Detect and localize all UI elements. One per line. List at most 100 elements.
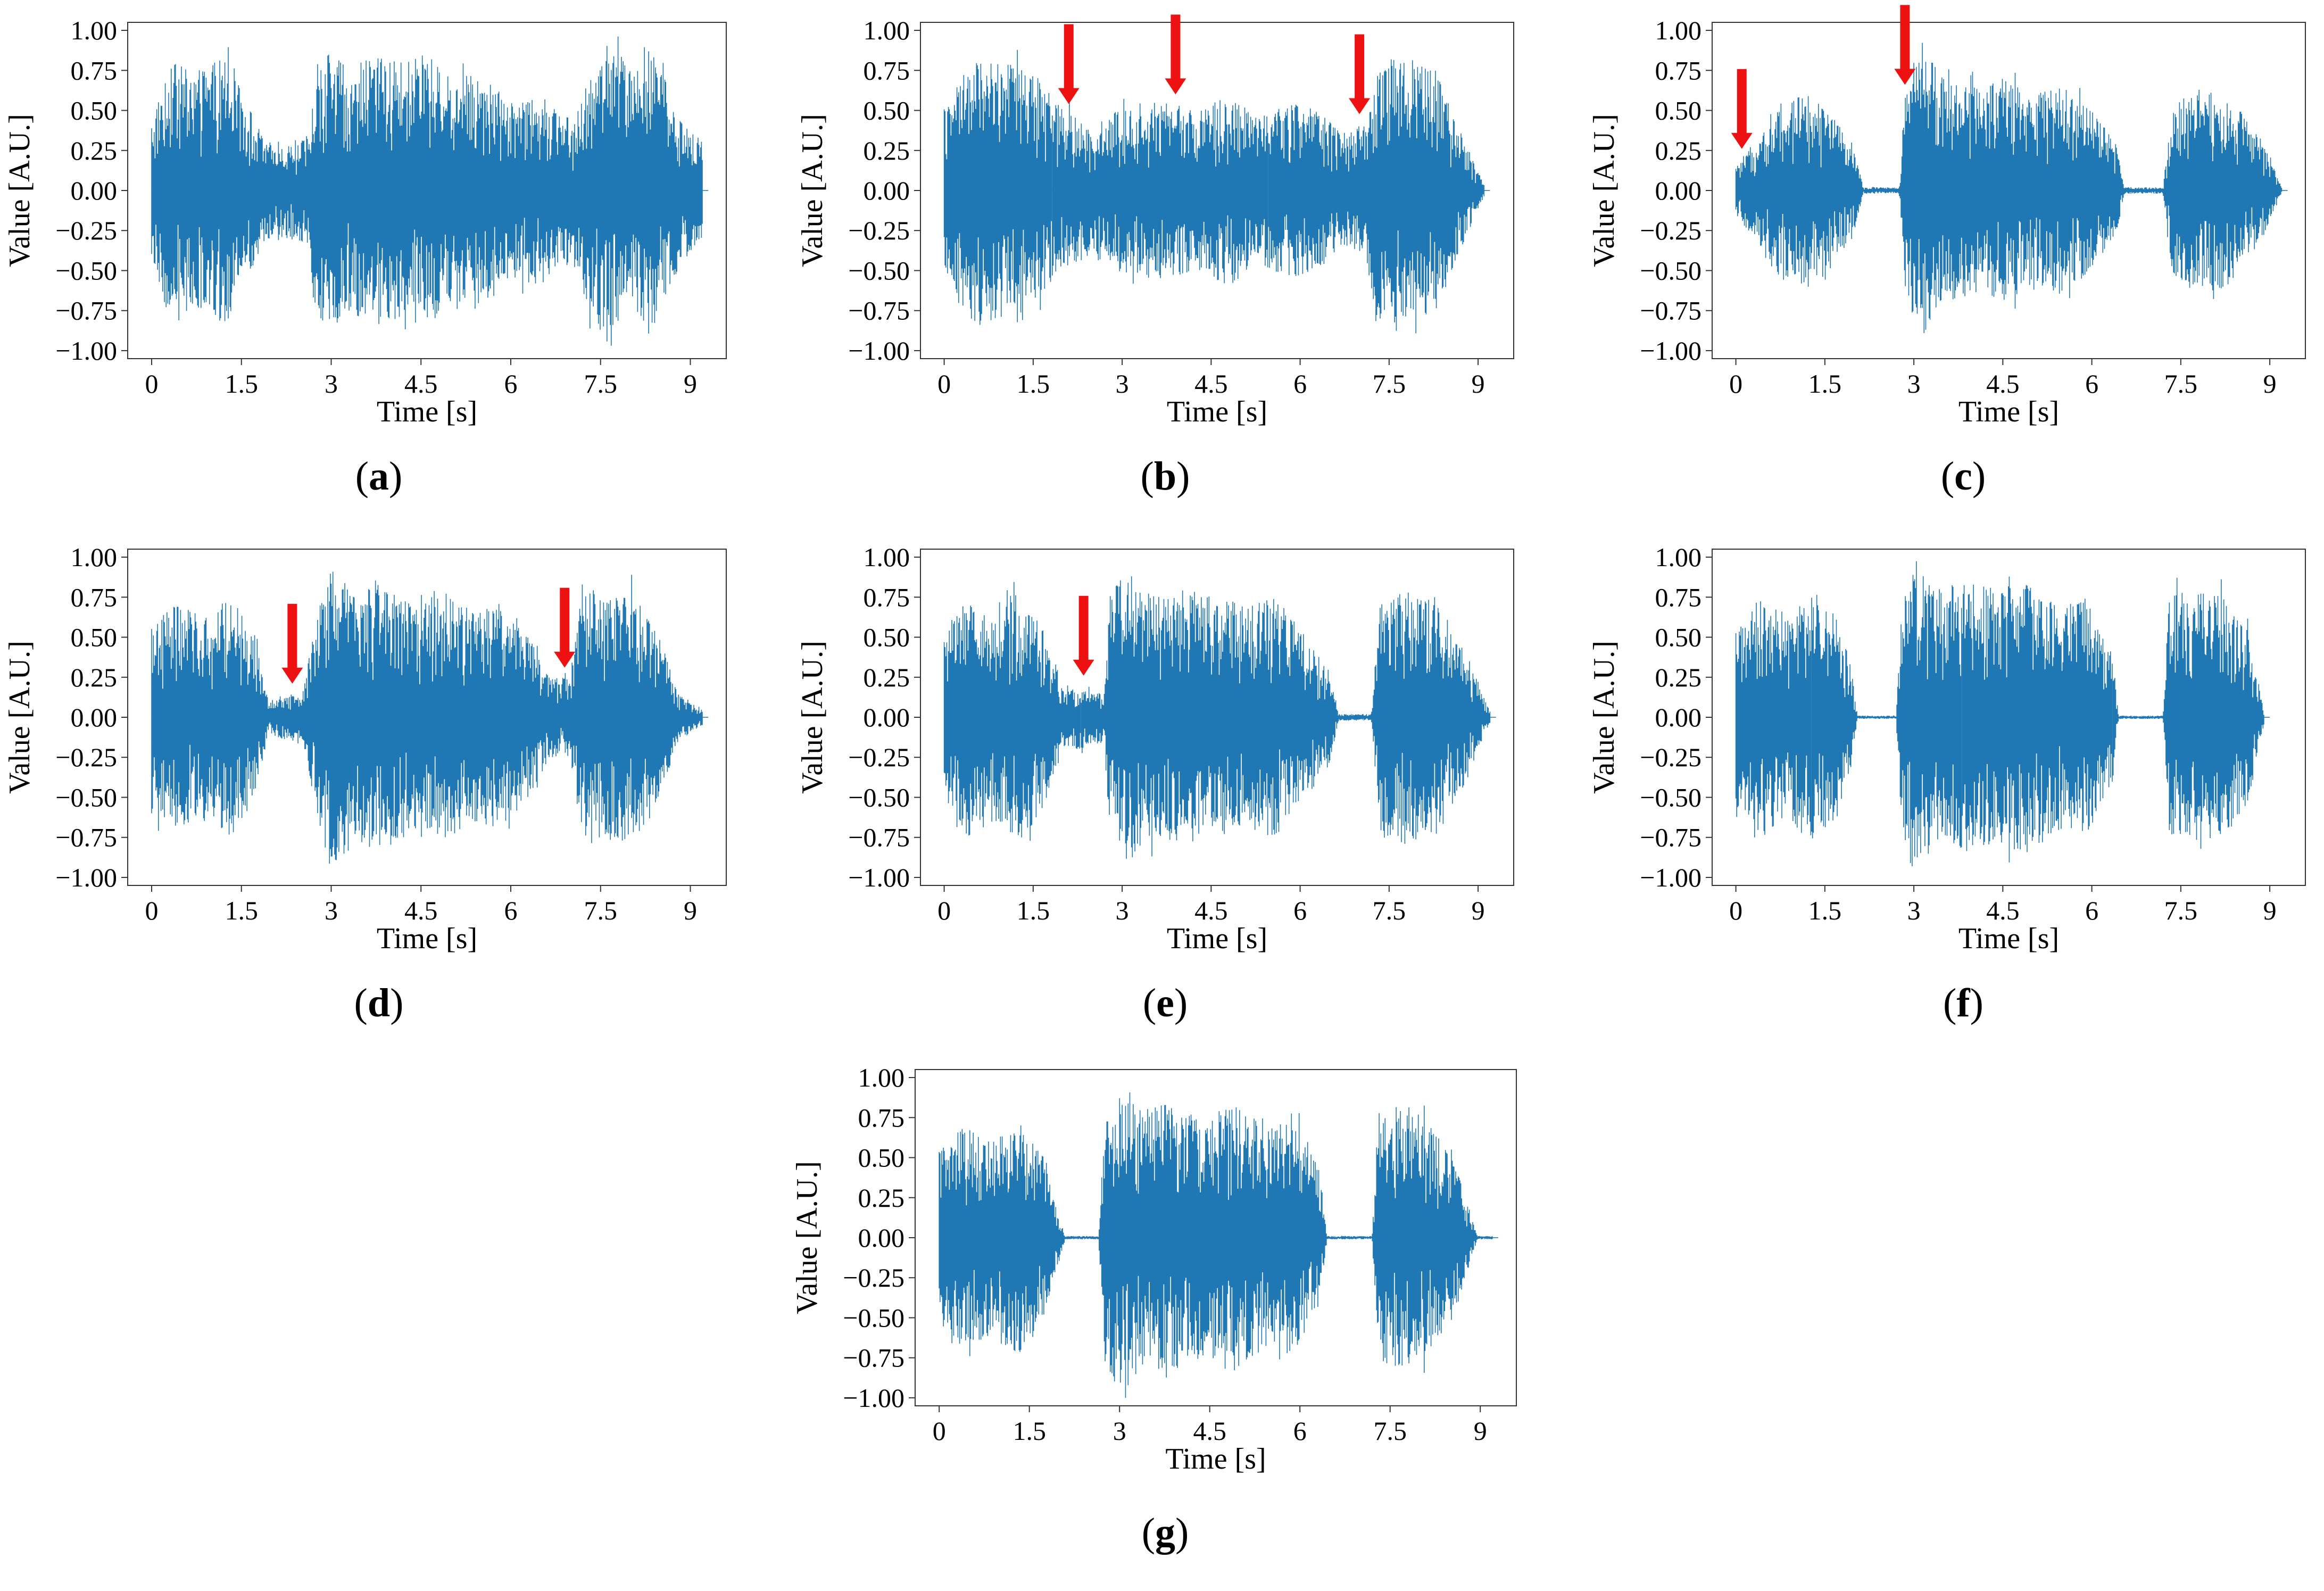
y-tick-label: 0.00 [1655, 702, 1702, 732]
x-tick-label: 9 [1472, 896, 1485, 925]
x-axis-label: Time [s] [377, 395, 477, 428]
x-tick-label: 0 [937, 369, 951, 399]
y-tick-label: 0.00 [864, 176, 910, 205]
x-tick-label: 1.5 [1012, 1416, 1046, 1446]
x-tick-label: 3 [1113, 1416, 1126, 1446]
y-tick-label: −0.50 [55, 782, 117, 812]
panel-caption: (c) [1941, 454, 1986, 499]
x-tick-label: 6 [1293, 369, 1307, 399]
y-tick-label: −1.00 [55, 336, 117, 366]
x-tick-label: 7.5 [1373, 1416, 1407, 1446]
annotation-arrow [1058, 24, 1080, 104]
x-tick-label: 7.5 [1373, 896, 1406, 925]
x-tick-label: 9 [1474, 1416, 1487, 1446]
x-tick-label: 7.5 [2164, 896, 2198, 925]
x-axis-label: Time [s] [1165, 1443, 1266, 1476]
x-tick-label: 9 [1472, 369, 1485, 399]
waveform-series [943, 576, 1496, 859]
x-axis-label: Time [s] [377, 922, 477, 955]
y-tick-label: 0.50 [1655, 623, 1702, 652]
y-tick-label: 0.75 [864, 582, 910, 612]
y-tick-label: 0.75 [1655, 582, 1702, 612]
y-tick-label: 0.75 [864, 55, 910, 85]
y-tick-label: −0.75 [1640, 296, 1702, 326]
y-tick-label: 0.50 [864, 96, 910, 126]
waveform-series [939, 1092, 1499, 1398]
y-tick-label: 0.00 [71, 176, 118, 205]
panel-b: 1.00 0.75 0.50 0.25 0.00 −0.25 −0.50 −0.75 −1.00… [796, 14, 1514, 499]
x-tick-label: 9 [2263, 369, 2277, 399]
x-tick-label: 6 [2085, 896, 2098, 925]
x-tick-label: 6 [1293, 896, 1307, 925]
y-tick-label: −1.00 [1640, 336, 1702, 366]
annotation-arrow [281, 603, 303, 684]
y-tick-label: −0.50 [55, 255, 117, 285]
x-tick-label: 9 [2263, 896, 2277, 925]
annotation-arrow [1073, 595, 1094, 676]
x-tick-label: 4.5 [1986, 369, 2020, 399]
y-tick-label: 0.50 [71, 96, 118, 126]
y-tick-label: −0.50 [1640, 255, 1702, 285]
panel-d: 1.00 0.75 0.50 0.25 0.00 −0.25 −0.50 −0.75 −1.00… [3, 542, 727, 1025]
y-tick-label: −0.25 [843, 1263, 904, 1292]
x-tick-label: 0 [145, 896, 159, 925]
panel-g: 1.00 0.75 0.50 0.25 0.00 −0.25 −0.50 −0.75 −1.00… [791, 1063, 1517, 1555]
y-tick-label: 0.50 [864, 623, 910, 652]
annotation-arrow [1731, 69, 1753, 149]
x-tick-label: 4.5 [404, 369, 438, 399]
waveform-series [943, 49, 1490, 334]
y-axis-label: Value [A.U.] [796, 641, 829, 794]
annotation-arrow [1894, 5, 1916, 85]
panel-f: 1.00 0.75 0.50 0.25 0.00 −0.25 −0.50 −0.75 −1.00… [1588, 542, 2306, 1025]
x-tick-label: 4.5 [1194, 369, 1228, 399]
y-tick-label: 0.25 [71, 662, 118, 692]
y-tick-label: 0.00 [71, 702, 118, 732]
panel-caption: (a) [355, 454, 403, 499]
x-tick-label: 3 [1116, 369, 1129, 399]
y-tick-label: 0.50 [71, 623, 118, 652]
y-tick-label: −1.00 [848, 863, 910, 892]
y-axis-label: Value [A.U.] [791, 1161, 824, 1314]
waveform-series [151, 36, 709, 346]
y-tick-label: 0.25 [1655, 662, 1702, 692]
x-tick-label: 3 [1116, 896, 1129, 925]
x-tick-label: 3 [325, 896, 338, 925]
panel-caption: (g) [1142, 1510, 1189, 1555]
y-tick-label: −0.75 [55, 823, 117, 852]
x-tick-label: 0 [145, 369, 159, 399]
x-tick-label: 9 [684, 896, 697, 925]
x-tick-label: 0 [1729, 896, 1742, 925]
y-tick-label: 0.25 [71, 136, 118, 165]
y-tick-label: 0.25 [1655, 136, 1702, 165]
y-tick-label: −0.75 [1640, 823, 1702, 852]
y-tick-label: 0.25 [864, 662, 910, 692]
x-tick-label: 6 [2085, 369, 2098, 399]
x-tick-label: 3 [1907, 896, 1921, 925]
y-tick-label: −0.50 [843, 1303, 904, 1332]
y-tick-label: −0.75 [848, 823, 910, 852]
y-tick-label: 0.75 [1655, 55, 1702, 85]
y-tick-label: 0.00 [858, 1223, 905, 1253]
y-tick-label: −0.25 [55, 216, 117, 245]
annotation-arrow [1165, 14, 1186, 95]
panel-caption: (e) [1143, 981, 1188, 1025]
x-tick-label: 1.5 [1808, 896, 1842, 925]
x-tick-label: 3 [325, 369, 338, 399]
x-tick-label: 6 [1293, 1416, 1307, 1446]
x-tick-label: 7.5 [1373, 369, 1406, 399]
y-axis-label: Value [A.U.] [3, 641, 36, 794]
y-tick-label: −0.50 [848, 782, 910, 812]
x-tick-label: 3 [1907, 369, 1921, 399]
x-tick-label: 4.5 [1194, 896, 1228, 925]
y-tick-label: −1.00 [848, 336, 910, 366]
x-tick-label: 9 [684, 369, 697, 399]
y-tick-label: 0.00 [864, 702, 910, 732]
y-tick-label: −0.25 [848, 742, 910, 772]
y-tick-label: 1.00 [858, 1063, 905, 1092]
y-axis-label: Value [A.U.] [1588, 114, 1621, 267]
y-tick-label: 0.25 [858, 1183, 905, 1213]
y-tick-label: 0.00 [1655, 176, 1702, 205]
y-tick-label: −0.50 [848, 255, 910, 285]
panel-a: 1.00 0.75 0.50 0.25 0.00 −0.25 −0.50 −0.75 −1.00… [3, 15, 727, 499]
